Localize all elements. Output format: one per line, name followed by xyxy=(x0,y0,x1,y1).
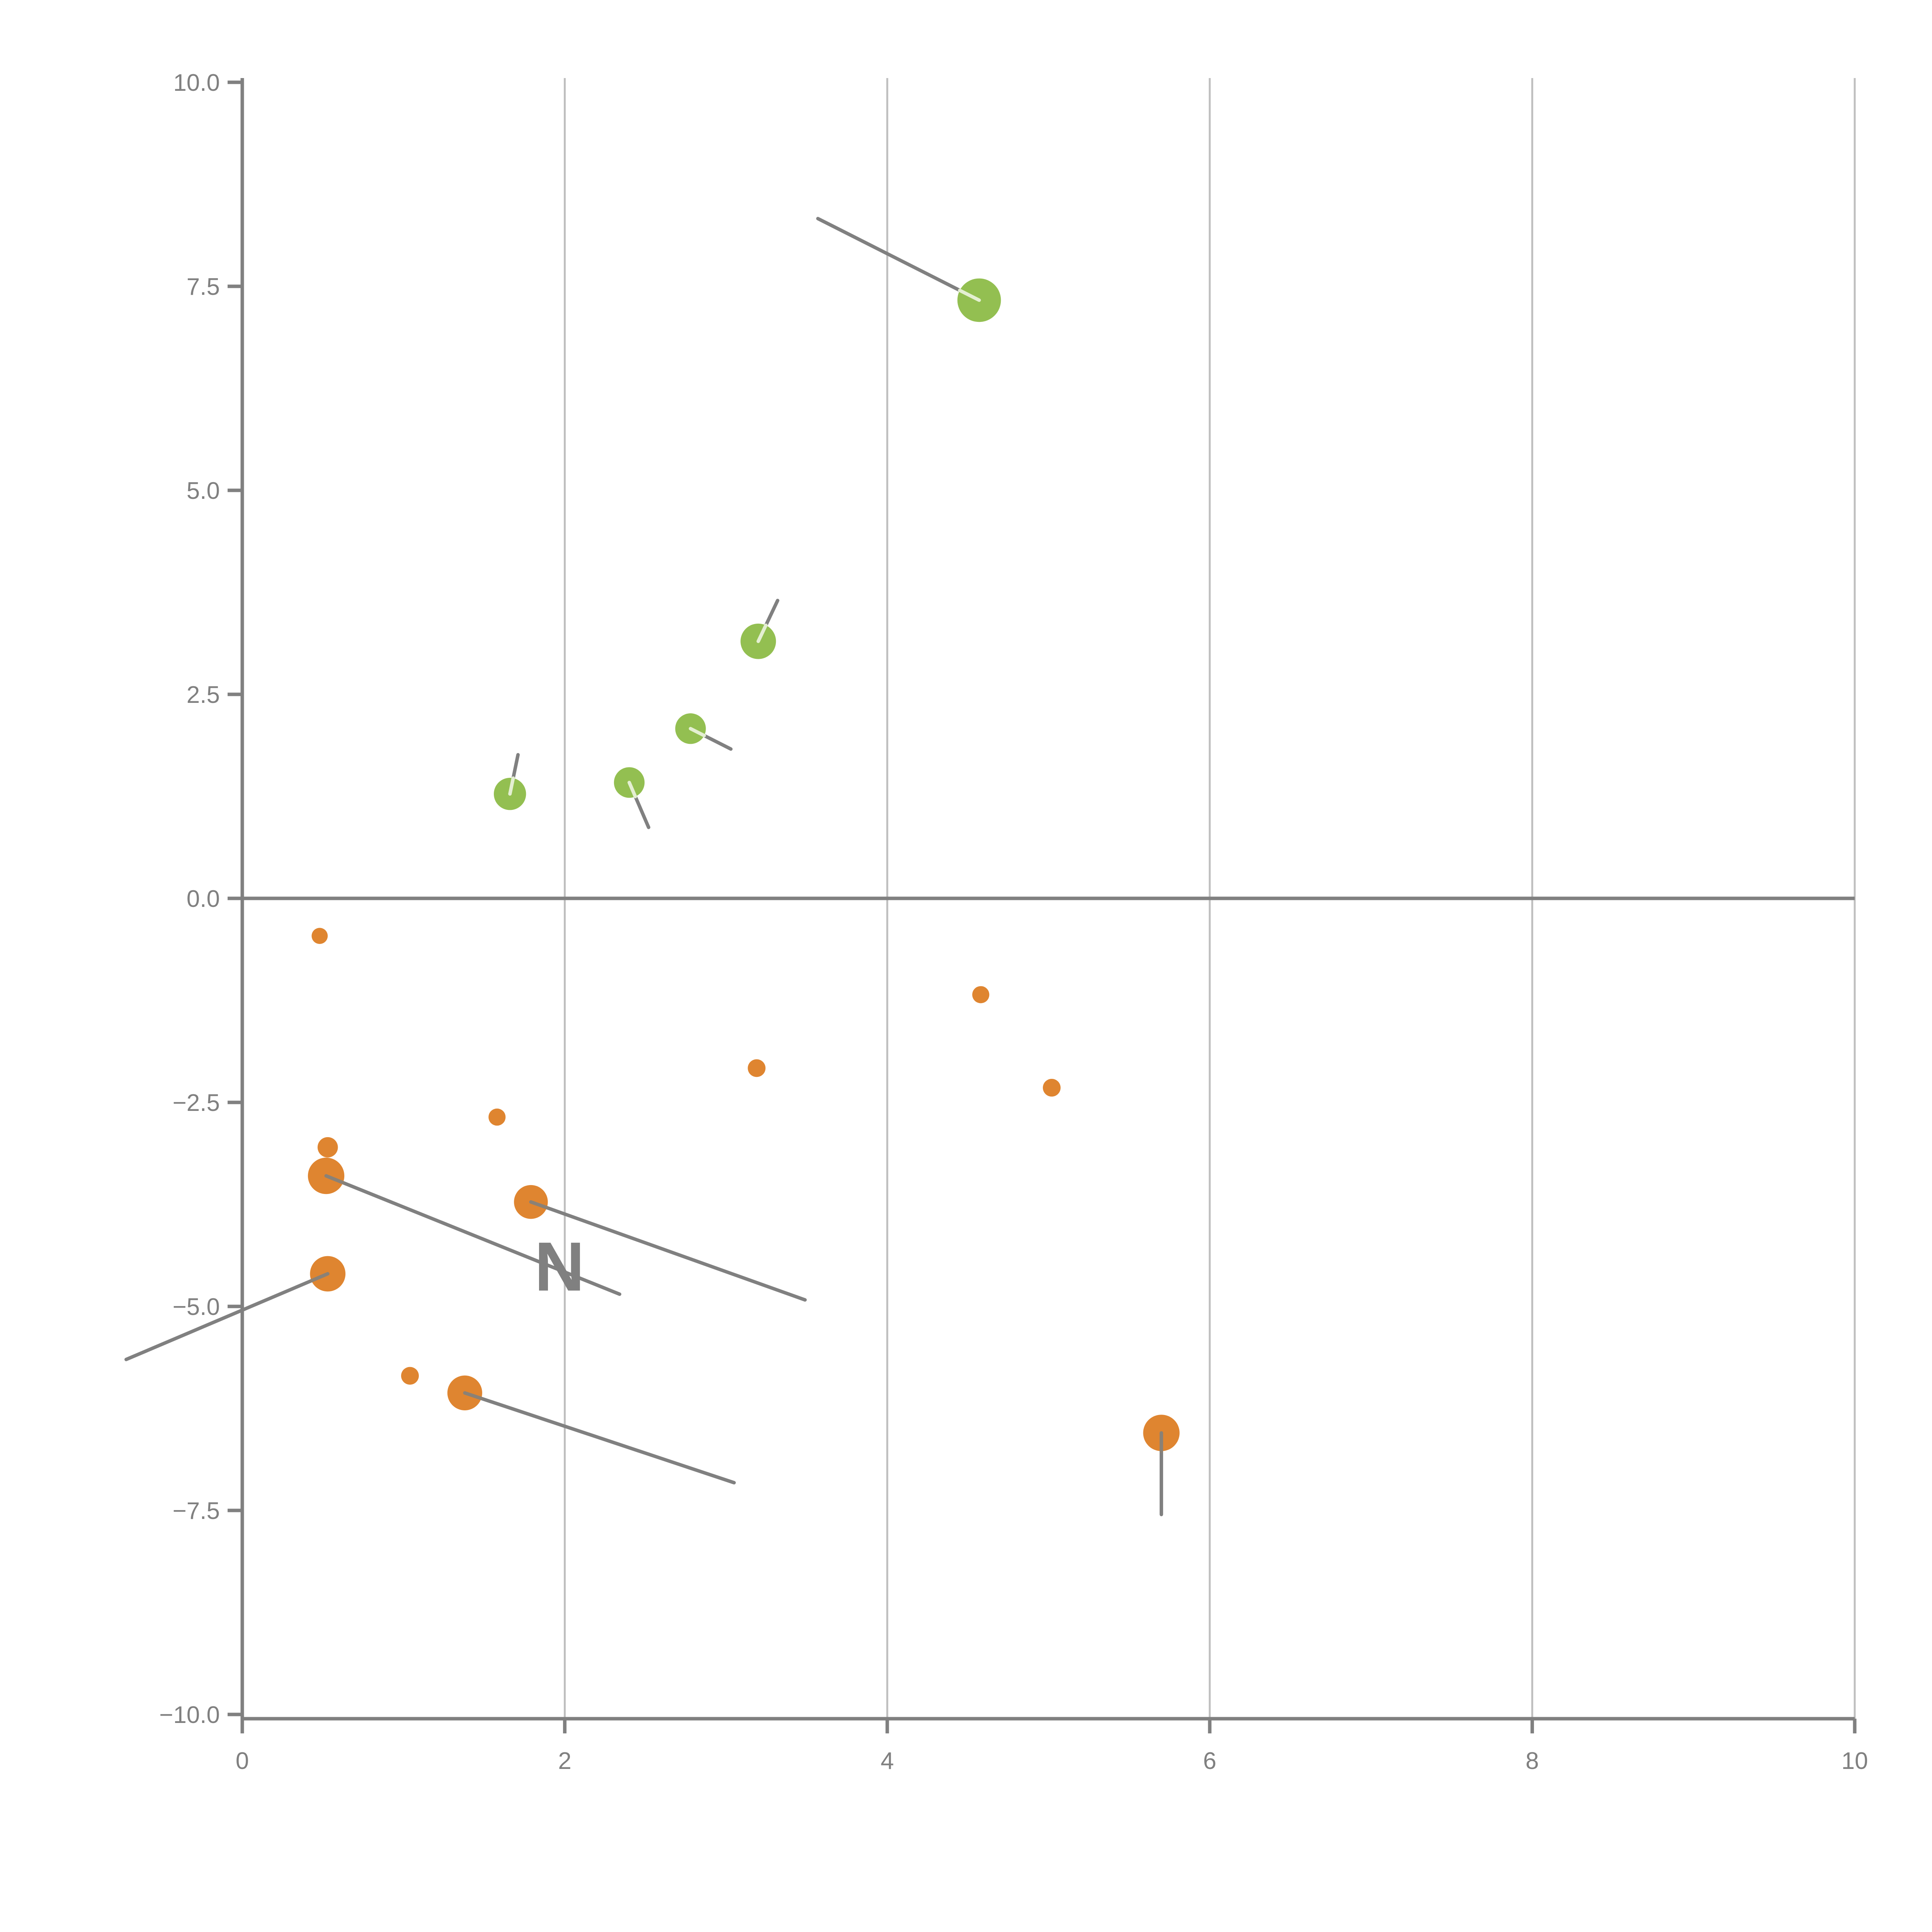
x-axis-ticks xyxy=(240,1719,1857,1733)
errorbar xyxy=(816,217,981,302)
y-tick-label: 5.0 xyxy=(187,478,220,504)
y-axis-tick-labels: 10.0 7.5 5.0 2.5 0.0 −2.5 −5.0 −7.5 −10.0 xyxy=(159,70,220,1728)
y-tick-label: −2.5 xyxy=(173,1090,220,1116)
x-tick-label: 4 xyxy=(881,1748,894,1774)
x-tick-label: 0 xyxy=(236,1748,249,1774)
stray-label-text: N xyxy=(534,1228,585,1306)
bubble-marker-negative[interactable] xyxy=(317,1137,338,1158)
errorbar-inner xyxy=(958,288,981,302)
y-axis-ticks xyxy=(228,80,242,1716)
errorbar-inner xyxy=(756,623,768,643)
y-tick-label: −10.0 xyxy=(159,1702,220,1728)
y-tick-label: −5.0 xyxy=(173,1294,220,1320)
errorbar xyxy=(124,1272,330,1361)
bubble-marker-negative[interactable] xyxy=(488,1108,506,1126)
errorbar-inner xyxy=(628,781,637,799)
errorbar-inner xyxy=(508,776,515,796)
y-tick-label: 0.0 xyxy=(187,886,220,912)
errorbar-inner xyxy=(529,1200,549,1209)
y-tick-label: 2.5 xyxy=(187,682,220,708)
x-tick-label: 8 xyxy=(1526,1748,1539,1774)
y-tick-label: 7.5 xyxy=(187,274,220,300)
x-tick-label: 6 xyxy=(1203,1748,1216,1774)
errorbar xyxy=(324,1174,621,1296)
y-tick-label: −7.5 xyxy=(173,1498,220,1524)
x-tick-label: 10 xyxy=(1842,1748,1868,1774)
bubble-marker-negative[interactable] xyxy=(311,928,328,944)
bubble-marker-negative[interactable] xyxy=(972,986,990,1003)
bubble-marker-negative[interactable] xyxy=(401,1367,419,1385)
bubble-markers xyxy=(308,278,1180,1453)
bubble-marker-negative[interactable] xyxy=(1043,1079,1061,1097)
x-tick-label: 2 xyxy=(558,1748,571,1774)
y-tick-label: 10.0 xyxy=(173,70,220,96)
stray-label-glyph: N xyxy=(534,1228,585,1306)
x-axis-tick-labels: 0 2 4 6 8 10 xyxy=(236,1748,1868,1774)
errorbar xyxy=(463,1391,736,1485)
errorbar-inner xyxy=(463,1391,483,1400)
errorbar-inner xyxy=(310,1272,330,1282)
bubble-marker-negative[interactable] xyxy=(748,1059,766,1077)
errorbar-inner xyxy=(324,1174,345,1185)
errorbar-inner xyxy=(689,727,706,738)
errorbar xyxy=(529,1200,807,1302)
